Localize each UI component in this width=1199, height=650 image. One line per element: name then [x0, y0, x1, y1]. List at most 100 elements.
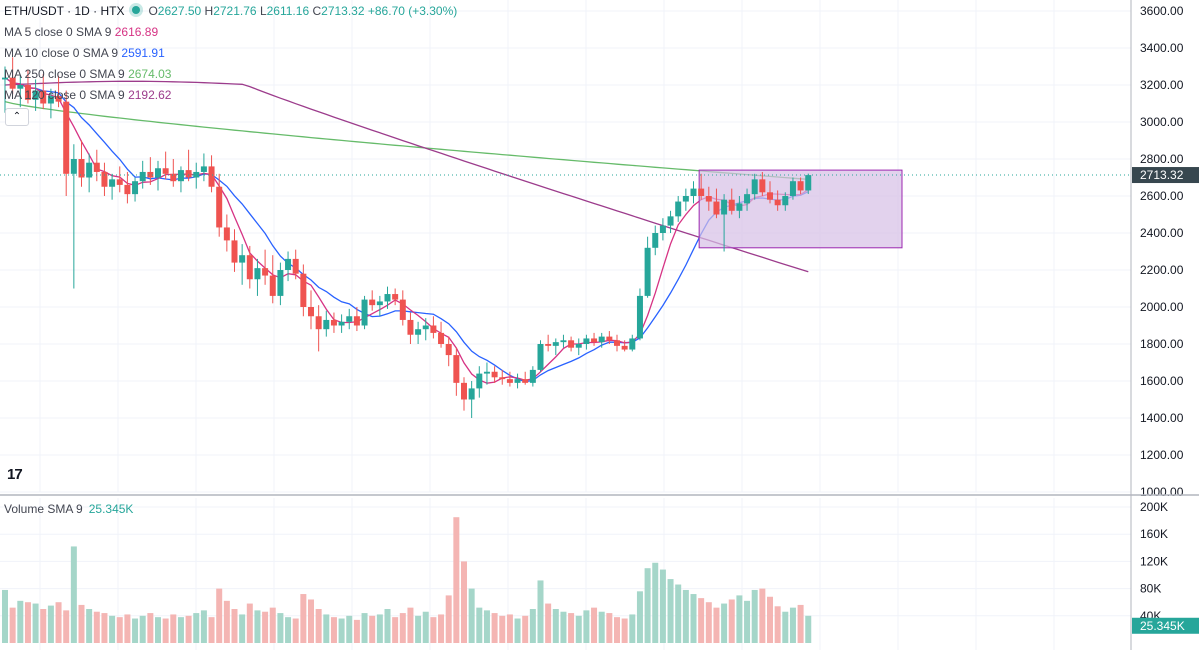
candle-body: [2, 77, 8, 80]
volume-bar: [736, 595, 743, 643]
candle-body: [422, 325, 429, 330]
volume-bar: [491, 613, 498, 643]
candle-body: [568, 340, 575, 348]
candle-body: [147, 171, 154, 178]
indicator-ma120[interactable]: MA 120 close 0 SMA 9 2192.62: [4, 88, 172, 102]
volume-bar: [652, 562, 659, 643]
candle-body: [476, 373, 483, 389]
candle-body: [246, 255, 253, 280]
candle-body: [392, 294, 399, 300]
volume-bar: [315, 609, 322, 643]
candle-body: [369, 299, 376, 306]
price-tick-label: 3400.00: [1140, 41, 1184, 55]
price-tick-label: 3000.00: [1140, 115, 1184, 129]
candle-body: [430, 325, 437, 333]
volume-bar: [369, 615, 376, 643]
candle-body: [93, 162, 100, 172]
volume-bar: [545, 603, 552, 643]
candle-body: [667, 216, 674, 226]
volume-bar: [162, 618, 169, 643]
candle-body: [353, 316, 360, 326]
volume-bar: [277, 613, 284, 643]
candle-body: [774, 199, 781, 206]
candle-body: [614, 340, 620, 346]
volume-bar: [483, 610, 490, 643]
candle-body: [514, 379, 521, 383]
candle-body: [468, 388, 475, 400]
candle-body: [277, 270, 284, 296]
volume-bar: [453, 517, 460, 643]
volume-tick-label: 200K: [1140, 500, 1168, 514]
candle-body: [560, 340, 567, 343]
volume-bar: [216, 588, 223, 643]
chevron-up-icon[interactable]: ⌃: [5, 108, 29, 126]
candle-body: [797, 181, 804, 191]
candle-body: [698, 188, 705, 196]
candle-body: [47, 96, 54, 104]
candle-body: [101, 171, 108, 187]
candle-body: [736, 203, 743, 211]
indicator-ma5[interactable]: MA 5 close 0 SMA 9 2616.89: [4, 25, 159, 39]
volume-bar: [744, 600, 751, 643]
volume-bar: [438, 614, 445, 643]
volume-bar: [506, 614, 513, 643]
candle-body: [86, 162, 93, 178]
volume-bar: [376, 614, 383, 643]
candle-body: [315, 316, 322, 330]
candle-body: [361, 299, 368, 326]
volume-bar: [659, 569, 666, 643]
last-price-label: 2713.32: [1140, 168, 1184, 182]
volume-bar: [399, 613, 406, 643]
candle-body: [636, 295, 643, 339]
candle-body: [285, 258, 292, 270]
volume-bar: [721, 603, 728, 643]
volume-bar: [682, 589, 689, 643]
candle-body: [652, 233, 659, 248]
ohlc-values: O2627.50 H2721.76 L2611.16 C2713.32 +86.…: [148, 4, 458, 18]
volume-legend[interactable]: Volume SMA 9 25.345K: [4, 502, 134, 516]
indicator-ma10[interactable]: MA 10 close 0 SMA 9 2591.91: [4, 46, 165, 60]
symbol-title[interactable]: ETH/USDT · 1D · HTX: [4, 4, 125, 18]
volume-bar: [269, 607, 276, 643]
candle-body: [522, 379, 529, 383]
volume-bar: [124, 614, 131, 643]
candle-body: [529, 369, 536, 383]
volume-bar: [285, 617, 292, 643]
volume-bar: [24, 602, 31, 643]
candle-body: [461, 382, 467, 400]
candle-body: [499, 377, 506, 380]
candle-body: [300, 273, 307, 307]
volume-bar: [353, 619, 360, 643]
volume-bar: [208, 617, 215, 643]
volume-bar: [782, 611, 789, 643]
candle-body: [78, 159, 85, 178]
volume-bar: [575, 615, 582, 643]
volume-bar: [109, 615, 116, 643]
candle-body: [109, 179, 116, 187]
volume-bar: [805, 615, 812, 643]
candle-body: [606, 336, 613, 341]
candle-body: [63, 101, 70, 174]
volume-bar: [583, 610, 590, 643]
price-tick-label: 1000.00: [1140, 485, 1184, 499]
ma250-line: [4, 100, 809, 180]
volume-bar: [323, 614, 330, 643]
volume-bar: [675, 584, 682, 643]
candle-body: [292, 258, 299, 274]
candle-body: [124, 184, 131, 195]
candle-body: [789, 181, 796, 196]
candle-body: [453, 355, 460, 383]
volume-bar: [101, 613, 108, 643]
volume-bar: [552, 609, 559, 643]
candle-body: [537, 344, 544, 370]
volume-bar: [9, 607, 16, 643]
volume-bar: [774, 606, 781, 643]
volume-bar: [614, 617, 620, 643]
indicator-ma250[interactable]: MA 250 close 0 SMA 9 2674.03: [4, 67, 172, 81]
candle-body: [767, 192, 773, 200]
candle-body: [24, 85, 31, 100]
candle-body: [216, 186, 223, 228]
candle-body: [621, 345, 628, 350]
